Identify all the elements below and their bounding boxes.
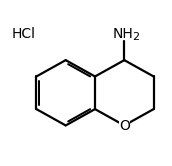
Text: O: O	[119, 119, 130, 133]
Text: HCl: HCl	[11, 27, 35, 41]
Text: 2: 2	[132, 32, 139, 42]
Text: NH: NH	[112, 27, 133, 41]
